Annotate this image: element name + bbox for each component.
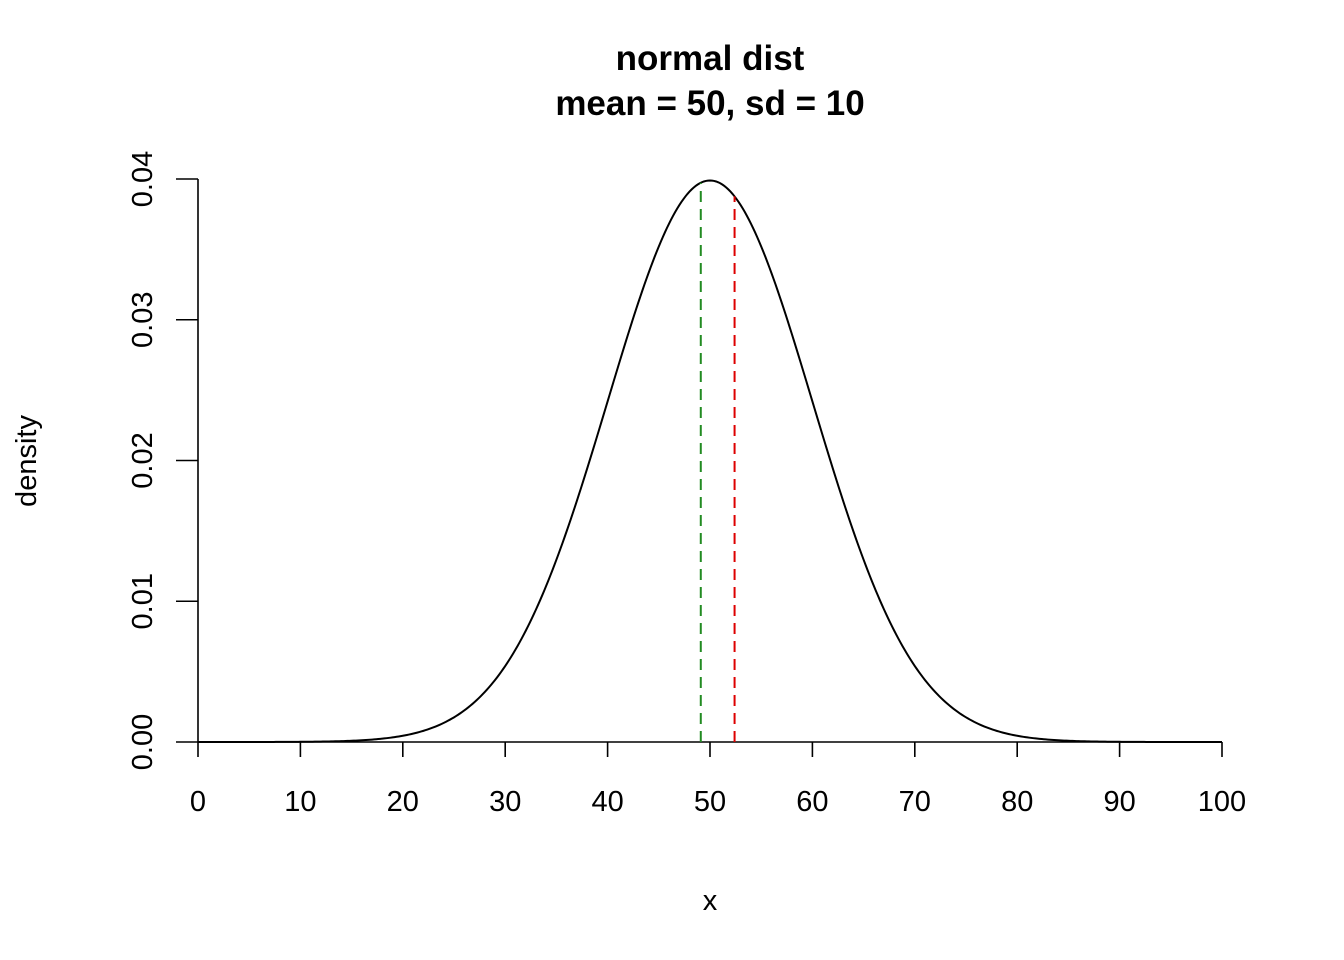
chart-subtitle: mean = 50, sd = 10: [555, 84, 864, 123]
x-axis-title: x: [703, 885, 718, 917]
y-axis-title: density: [11, 415, 43, 507]
y-tick-label: 0.04: [127, 151, 159, 207]
y-tick-label: 0.03: [127, 292, 159, 348]
y-tick-label: 0.02: [127, 432, 159, 488]
x-tick-label: 20: [387, 786, 419, 818]
reference-lines: [699, 182, 736, 742]
x-tick-label: 60: [796, 786, 828, 818]
x-tick-label: 80: [1001, 786, 1033, 818]
y-ticks: 0.00 0.01 0.02 0.03 0.04: [127, 151, 198, 770]
x-tick-label: 90: [1103, 786, 1135, 818]
x-tick-label: 40: [591, 786, 623, 818]
x-tick-label: 70: [899, 786, 931, 818]
x-ticks: 0 10 20 30 40 50 60 70 80 90 100: [190, 742, 1246, 818]
x-tick-label: 10: [284, 786, 316, 818]
y-tick-label: 0.01: [127, 573, 159, 629]
x-tick-label: 30: [489, 786, 521, 818]
y-tick-label: 0.00: [127, 714, 159, 770]
x-tick-label: 0: [190, 786, 206, 818]
x-tick-label: 100: [1198, 786, 1246, 818]
chart-title: normal dist: [616, 39, 805, 78]
density-curve: [198, 179, 1222, 743]
x-tick-label: 50: [694, 786, 726, 818]
